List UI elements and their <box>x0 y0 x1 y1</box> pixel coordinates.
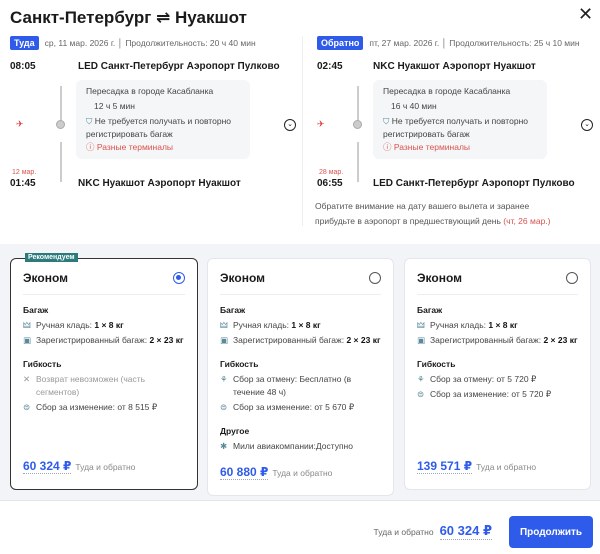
fare-price: 60 324 ₽ <box>23 459 72 474</box>
x-icon: ✕ <box>23 374 31 384</box>
total-summary: Туда и обратно 60 324 ₽ <box>374 523 492 540</box>
dep-airport: NKC Нуакшот Аэропорт Нуакшот <box>373 61 536 72</box>
carry-on-icon: 🜲 <box>220 320 228 330</box>
price-label: Туда и обратно <box>272 468 333 478</box>
fare-title: Эконом <box>220 271 381 295</box>
suitcase-icon: ▣ <box>23 335 32 345</box>
outbound-header: Туда ср, 11 мар. 2026 г. │ Продолжительн… <box>10 36 256 50</box>
dep-time: 02:45 <box>317 61 343 72</box>
carry-on-icon: 🜲 <box>417 320 425 330</box>
layover-city: Пересадка в городе Касабланка <box>86 86 214 96</box>
fare-title: Эконом <box>23 271 185 295</box>
timeline <box>357 142 359 182</box>
fare-card[interactable]: Эконом Багаж 🜲 Ручная кладь: 1 × 8 кг ▣ За… <box>207 258 394 496</box>
total-label: Туда и обратно <box>373 527 434 537</box>
continue-button[interactable]: Продолжить <box>509 516 593 548</box>
warning-icon: ⓘ <box>383 142 392 152</box>
terminal-warning: ⓘ Разные терминалы <box>86 142 174 152</box>
suitcase-icon: ▣ <box>220 335 229 345</box>
footer: Туда и обратно 60 324 ₽ Продолжить <box>0 500 600 554</box>
expand-chevron-icon[interactable]: ⌄ <box>581 119 593 131</box>
airline-logo-icon: ✈︎ <box>317 119 325 129</box>
carry-on-icon: 🜲 <box>23 320 31 330</box>
terminal-warning: ⓘ Разные терминалы <box>383 142 471 152</box>
baggage-note: ⛉ Не требуется получать и повторно регис… <box>86 116 231 139</box>
exchange-icon: ⊜ <box>417 389 425 399</box>
dep-time: 08:05 <box>10 61 36 72</box>
arrival-date: 28 мар. <box>319 169 344 176</box>
date-notice: Обратите внимание на дату вашего вылета … <box>315 201 551 226</box>
page-title: Санкт-Петербург ⇌ Нуакшот <box>10 8 247 27</box>
layover-box: Пересадка в городе Касабланка 12 ч 5 мин… <box>76 80 250 159</box>
outbound-badge: Туда <box>10 36 39 50</box>
layover-time: 16 ч 40 мин <box>391 101 437 111</box>
timeline <box>357 86 359 126</box>
exchange-icon: ⊜ <box>23 402 31 412</box>
shield-icon: ⛉ <box>383 116 390 126</box>
layover-box: Пересадка в городе Касабланка 16 ч 40 ми… <box>373 80 547 159</box>
timeline <box>60 86 62 126</box>
dep-airport: LED Санкт-Петербург Аэропорт Пулково <box>78 61 280 72</box>
fare-radio[interactable] <box>566 272 578 284</box>
flex-heading: Гибкость <box>220 359 259 369</box>
fare-radio[interactable] <box>369 272 381 284</box>
timeline <box>60 142 62 182</box>
layover-city: Пересадка в городе Касабланка <box>383 86 511 96</box>
baggage-heading: Багаж <box>220 305 246 315</box>
layover-dot <box>353 120 362 129</box>
arr-time: 06:55 <box>317 178 343 189</box>
shield-icon: ⛉ <box>86 116 93 126</box>
miles-icon: ✱ <box>220 441 228 451</box>
price-label: Туда и обратно <box>75 462 136 472</box>
fare-radio[interactable] <box>173 272 185 284</box>
price-label: Туда и обратно <box>476 462 537 472</box>
warning-icon: ⓘ <box>86 142 95 152</box>
inbound-segment: Обратно пт, 27 мар. 2026 г. │ Продолжите… <box>317 36 600 236</box>
flex-heading: Гибкость <box>23 359 62 369</box>
inbound-header: Обратно пт, 27 мар. 2026 г. │ Продолжите… <box>317 36 580 50</box>
inbound-date: пт, 27 мар. 2026 г. │ Продолжительность:… <box>369 38 580 48</box>
arr-airport: LED Санкт-Петербург Аэропорт Пулково <box>373 178 575 189</box>
arr-time: 01:45 <box>10 178 36 189</box>
baggage-heading: Багаж <box>417 305 443 315</box>
layover-dot <box>56 120 65 129</box>
refund-icon: ⚘ <box>417 374 425 384</box>
fare-title: Эконом <box>417 271 578 295</box>
flex-heading: Гибкость <box>417 359 456 369</box>
arrival-date: 12 мар. <box>12 169 37 176</box>
refund-icon: ⚘ <box>220 374 228 384</box>
fare-price: 139 571 ₽ <box>417 459 473 474</box>
layover-time: 12 ч 5 мин <box>94 101 135 111</box>
arr-airport: NKC Нуакшот Аэропорт Нуакшот <box>78 178 241 189</box>
close-icon[interactable]: ✕ <box>578 4 594 24</box>
exchange-icon: ⊜ <box>220 402 228 412</box>
total-price: 60 324 ₽ <box>439 523 492 540</box>
fare-price: 60 880 ₽ <box>220 465 269 480</box>
fare-card[interactable]: Рекомендуем Эконом Багаж 🜲 Ручная кладь: … <box>10 253 198 490</box>
fare-card[interactable]: Эконом Багаж 🜲 Ручная кладь: 1 × 8 кг ▣ За… <box>404 258 591 490</box>
outbound-segment: Туда ср, 11 мар. 2026 г. │ Продолжительн… <box>10 36 300 236</box>
expand-chevron-icon[interactable]: ⌄ <box>284 119 296 131</box>
recommended-badge: Рекомендуем <box>25 253 78 262</box>
outbound-date: ср, 11 мар. 2026 г. │ Продолжительность:… <box>44 38 256 48</box>
baggage-note: ⛉ Не требуется получать и повторно регис… <box>383 116 528 139</box>
other-heading: Другое <box>220 426 250 436</box>
suitcase-icon: ▣ <box>417 335 426 345</box>
inbound-badge: Обратно <box>317 36 364 50</box>
baggage-heading: Багаж <box>23 305 49 315</box>
divider <box>302 36 303 226</box>
airline-logo-icon: ✈︎ <box>16 119 24 129</box>
